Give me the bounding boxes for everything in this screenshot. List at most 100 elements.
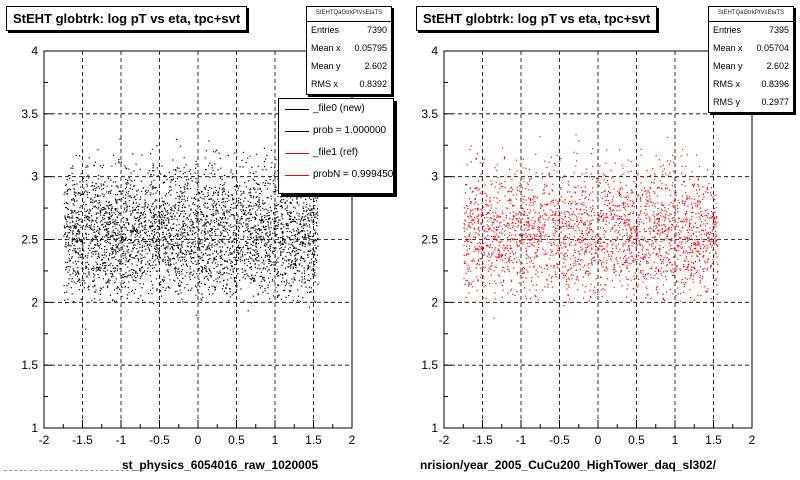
point xyxy=(152,202,154,204)
point xyxy=(191,242,193,244)
point xyxy=(584,224,586,226)
point xyxy=(268,269,270,271)
point xyxy=(672,203,674,205)
point xyxy=(179,196,181,198)
point xyxy=(501,270,503,272)
point xyxy=(220,167,222,169)
point xyxy=(186,232,188,234)
point xyxy=(215,217,217,219)
point xyxy=(583,222,585,224)
point xyxy=(177,233,179,235)
point xyxy=(92,229,94,231)
point xyxy=(291,260,293,262)
point xyxy=(227,232,229,234)
point xyxy=(177,247,179,249)
point xyxy=(681,195,683,197)
point xyxy=(633,206,635,208)
point xyxy=(130,253,132,255)
point xyxy=(204,202,206,204)
point xyxy=(107,286,109,288)
point xyxy=(258,264,260,266)
point xyxy=(135,206,137,209)
point xyxy=(237,200,240,202)
point xyxy=(99,247,101,249)
point xyxy=(128,222,130,225)
point xyxy=(702,198,704,200)
point xyxy=(473,219,475,221)
point xyxy=(183,215,185,217)
point xyxy=(96,266,98,268)
point xyxy=(482,191,484,193)
point xyxy=(482,246,484,248)
point xyxy=(77,224,79,226)
point xyxy=(267,222,269,224)
point xyxy=(204,234,206,236)
point xyxy=(124,188,127,190)
point xyxy=(76,239,78,241)
point xyxy=(81,244,83,246)
point xyxy=(497,256,499,258)
point xyxy=(134,244,136,246)
point xyxy=(220,258,222,260)
point xyxy=(581,203,583,205)
point xyxy=(552,238,554,240)
point xyxy=(306,291,308,293)
point xyxy=(612,210,614,212)
point xyxy=(314,216,316,218)
point xyxy=(290,216,292,218)
point xyxy=(199,248,201,250)
point xyxy=(240,209,242,211)
point xyxy=(73,227,75,229)
point xyxy=(298,218,300,220)
point xyxy=(489,210,491,212)
point xyxy=(79,279,81,281)
point xyxy=(94,284,96,286)
point xyxy=(266,225,268,228)
point xyxy=(67,216,69,218)
point xyxy=(655,246,657,248)
point xyxy=(127,251,129,253)
point xyxy=(261,215,263,217)
point xyxy=(116,210,118,212)
point xyxy=(296,201,298,203)
point xyxy=(198,229,200,231)
point xyxy=(80,193,82,195)
point xyxy=(242,210,244,212)
point xyxy=(483,254,486,256)
point xyxy=(100,243,102,245)
point xyxy=(528,224,530,226)
point xyxy=(605,223,607,226)
point xyxy=(92,280,94,282)
point xyxy=(73,199,75,201)
point xyxy=(515,198,517,200)
point xyxy=(181,265,183,267)
point xyxy=(512,205,514,207)
point xyxy=(296,212,298,214)
point xyxy=(182,225,184,227)
point xyxy=(295,218,298,221)
point xyxy=(167,219,169,221)
point xyxy=(129,255,131,257)
point xyxy=(289,291,291,293)
point xyxy=(95,270,97,272)
point xyxy=(661,227,663,229)
point xyxy=(241,216,243,218)
point xyxy=(161,215,163,217)
point xyxy=(313,264,316,266)
point xyxy=(243,222,245,224)
point xyxy=(153,216,155,218)
point xyxy=(219,276,221,278)
point xyxy=(144,232,146,234)
point xyxy=(247,236,249,238)
point xyxy=(74,193,76,195)
point xyxy=(270,166,272,168)
point xyxy=(521,218,524,220)
point xyxy=(590,296,592,298)
point xyxy=(96,258,98,260)
point xyxy=(674,264,676,266)
point xyxy=(165,240,167,242)
point xyxy=(265,158,267,160)
point xyxy=(605,214,607,216)
point xyxy=(129,179,131,181)
point xyxy=(215,149,218,151)
